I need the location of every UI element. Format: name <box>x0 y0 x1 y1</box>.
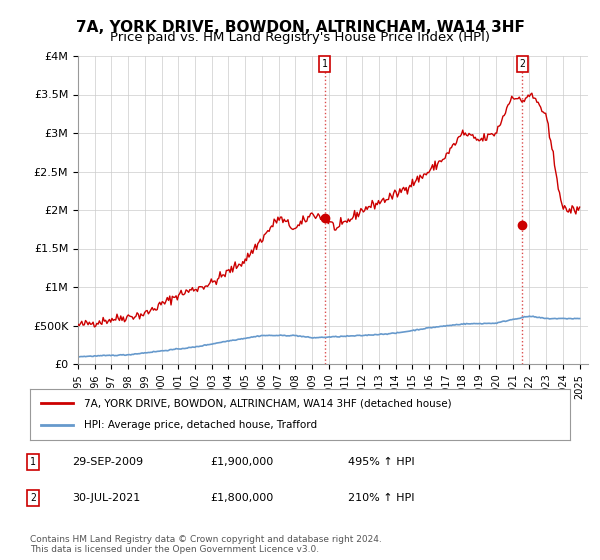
Text: 7A, YORK DRIVE, BOWDON, ALTRINCHAM, WA14 3HF: 7A, YORK DRIVE, BOWDON, ALTRINCHAM, WA14… <box>76 20 524 35</box>
Text: £1,800,000: £1,800,000 <box>210 493 273 503</box>
Text: 7A, YORK DRIVE, BOWDON, ALTRINCHAM, WA14 3HF (detached house): 7A, YORK DRIVE, BOWDON, ALTRINCHAM, WA14… <box>84 398 452 408</box>
Text: 2: 2 <box>520 59 526 69</box>
Text: 29-SEP-2009: 29-SEP-2009 <box>72 457 143 467</box>
Text: 30-JUL-2021: 30-JUL-2021 <box>72 493 140 503</box>
Text: 1: 1 <box>322 59 328 69</box>
Text: 1: 1 <box>30 457 36 467</box>
Text: 210% ↑ HPI: 210% ↑ HPI <box>348 493 415 503</box>
Text: 495% ↑ HPI: 495% ↑ HPI <box>348 457 415 467</box>
Text: £1,900,000: £1,900,000 <box>210 457 273 467</box>
Text: 2: 2 <box>30 493 36 503</box>
Text: HPI: Average price, detached house, Trafford: HPI: Average price, detached house, Traf… <box>84 421 317 431</box>
Text: Contains HM Land Registry data © Crown copyright and database right 2024.
This d: Contains HM Land Registry data © Crown c… <box>30 535 382 554</box>
Text: Price paid vs. HM Land Registry's House Price Index (HPI): Price paid vs. HM Land Registry's House … <box>110 31 490 44</box>
